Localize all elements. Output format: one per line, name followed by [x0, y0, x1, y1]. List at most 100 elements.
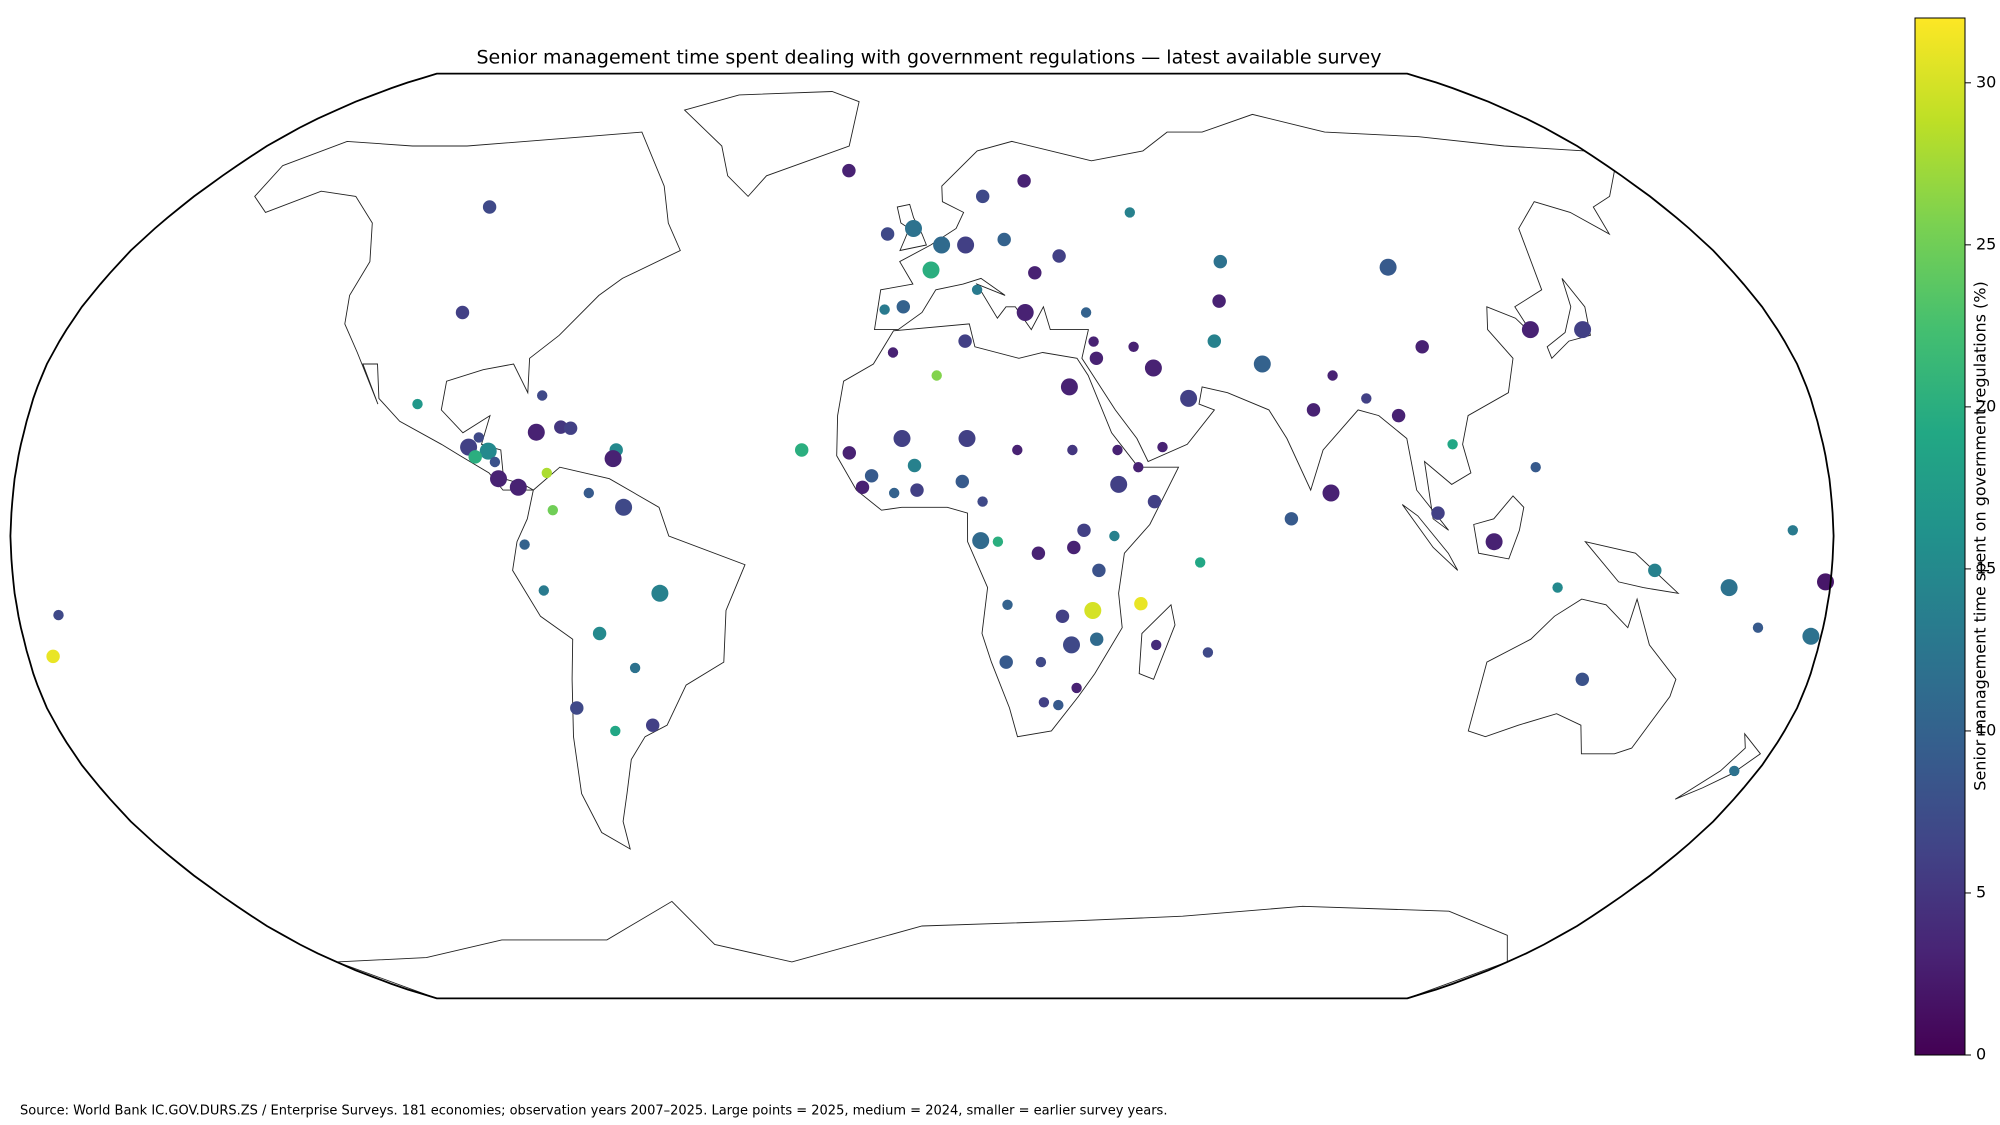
economy-point	[864, 469, 879, 483]
economy-point	[1084, 602, 1102, 619]
economy-point	[519, 539, 530, 550]
economy-point	[473, 432, 484, 443]
economy-point	[999, 655, 1013, 669]
economy-point	[604, 450, 622, 468]
economy-point	[629, 662, 641, 674]
economy-point	[1151, 639, 1162, 651]
economy-point	[1031, 546, 1046, 560]
economy-point	[842, 163, 856, 178]
land-shape	[336, 900, 1508, 999]
economy-point	[538, 585, 549, 596]
economy-point	[1195, 557, 1206, 568]
chart-title: Senior management time spent dealing wit…	[477, 47, 1382, 69]
economy-point	[455, 305, 470, 320]
economy-point	[910, 483, 924, 497]
economy-point	[1060, 378, 1078, 396]
economy-point	[1253, 355, 1271, 373]
economy-point	[1088, 336, 1099, 347]
economy-point	[1729, 765, 1740, 777]
economy-point	[1284, 512, 1299, 526]
economy-point	[1144, 359, 1162, 377]
economy-point	[592, 626, 607, 641]
economy-point	[1202, 647, 1214, 658]
economy-point	[1017, 174, 1031, 188]
economy-point	[1063, 636, 1080, 654]
colorbar-tick-label: 15	[1976, 558, 1996, 577]
economy-point	[972, 532, 990, 550]
economy-point	[1128, 341, 1139, 352]
land-shape	[1467, 597, 1677, 755]
economy-point	[651, 584, 669, 602]
economy-point	[1212, 294, 1226, 308]
economy-point	[1147, 494, 1162, 509]
economy-point	[1802, 627, 1820, 645]
economy-point	[1089, 632, 1104, 646]
economy-point	[1012, 444, 1023, 456]
land-shape	[683, 91, 860, 198]
globe-outline	[9, 72, 1835, 1000]
land-shape	[512, 466, 746, 850]
land-shape	[1584, 540, 1680, 594]
economy-point	[905, 220, 922, 237]
economy-point	[1110, 475, 1128, 493]
economy-point	[855, 480, 870, 495]
economy-point	[958, 430, 976, 447]
economy-point	[933, 236, 951, 254]
economy-point	[1552, 582, 1563, 593]
economy-point	[992, 536, 1004, 547]
economy-point	[1028, 266, 1042, 280]
economy-point	[1053, 699, 1064, 711]
land-shape	[836, 323, 1180, 738]
colorbar-label: Senior management time spent on governme…	[1971, 281, 1990, 790]
economy-point	[645, 718, 660, 732]
land-shape	[1674, 732, 1762, 800]
economy-point	[1080, 307, 1092, 318]
economy-point	[1112, 444, 1123, 456]
economy-point	[958, 334, 972, 348]
economy-point	[490, 470, 507, 488]
economy-point	[583, 487, 594, 499]
economy-point	[53, 609, 64, 621]
economy-point	[893, 430, 911, 447]
economy-point	[1322, 484, 1340, 502]
economy-point	[610, 725, 621, 737]
colorbar-ticks: 0 5 10 15 20 25 30	[1965, 72, 1996, 1064]
economy-point	[794, 443, 809, 457]
economy-point	[1787, 525, 1799, 536]
economy-point	[489, 456, 501, 468]
points-layer	[46, 163, 1834, 777]
economy-point	[1002, 599, 1013, 610]
economy-point	[1052, 249, 1066, 263]
economy-point	[896, 300, 911, 314]
economy-point	[1038, 697, 1050, 708]
economy-point	[541, 467, 552, 479]
economy-point	[1092, 563, 1106, 578]
economy-point	[1089, 351, 1104, 366]
economy-point	[563, 421, 578, 435]
economy-point	[1133, 462, 1144, 473]
economy-point	[1071, 682, 1082, 694]
economy-point	[977, 496, 988, 507]
economy-point	[1720, 579, 1738, 597]
economy-point	[1447, 439, 1458, 450]
economy-point	[1077, 523, 1091, 538]
economy-point	[1521, 321, 1539, 339]
economy-point	[879, 304, 890, 315]
economy-point	[554, 420, 568, 434]
economy-point	[1055, 609, 1070, 624]
land-shape	[1546, 278, 1591, 360]
economy-point	[479, 442, 497, 460]
economy-point	[880, 227, 895, 241]
economy-point	[1157, 441, 1168, 453]
colorbar-tick-label: 30	[1976, 72, 1996, 91]
economy-point	[1648, 563, 1662, 578]
economy-point	[1016, 304, 1034, 321]
economy-point	[1485, 533, 1503, 551]
economy-point	[1575, 672, 1590, 687]
economy-point	[1391, 408, 1406, 423]
economy-point	[537, 390, 548, 401]
economy-point	[907, 458, 922, 473]
economy-point	[997, 232, 1011, 247]
